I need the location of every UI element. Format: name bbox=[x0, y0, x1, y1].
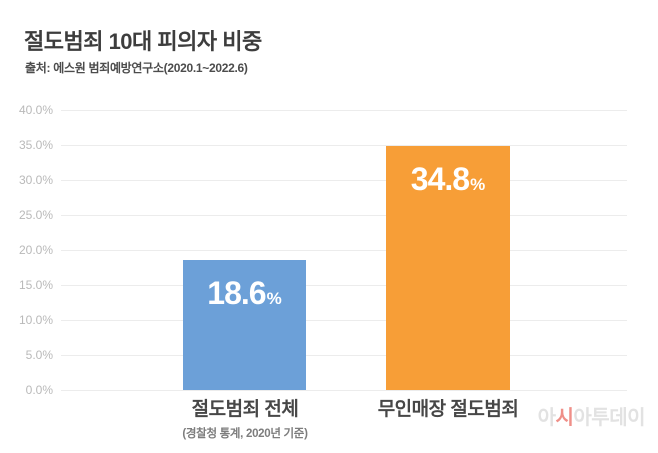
category-label: 절도범죄 전체 bbox=[191, 399, 299, 420]
watermark-text: 아투데이 bbox=[573, 407, 645, 429]
gridline bbox=[61, 250, 627, 251]
y-axis-tick-label: 0.0% bbox=[25, 383, 53, 397]
gridline bbox=[61, 110, 627, 111]
bar-value-number: 18.6 bbox=[207, 275, 266, 311]
y-axis-tick-label: 20.0% bbox=[18, 243, 53, 257]
watermark-text: 아 bbox=[537, 407, 556, 429]
bar-value-number: 34.8 bbox=[410, 161, 470, 197]
category-label-unmanned-store-theft: 무인매장 절도범죄 bbox=[346, 394, 550, 421]
y-axis-tick-label: 25.0% bbox=[18, 208, 53, 222]
y-axis-tick-label: 30.0% bbox=[18, 173, 53, 187]
watermark-asiatoday-logo: 아시아투데이 bbox=[537, 401, 646, 430]
y-axis-tick-label: 15.0% bbox=[18, 278, 53, 292]
gridline bbox=[61, 390, 627, 391]
percent-sign: % bbox=[470, 175, 486, 194]
watermark-accent-text: 시 bbox=[555, 407, 574, 429]
y-axis-tick-label: 5.0% bbox=[25, 348, 53, 362]
category-subnote: (경찰청 통계, 2020년 기준) bbox=[182, 428, 308, 440]
bar-value-label: 18.6% bbox=[183, 260, 306, 312]
bar-theft-overall: 18.6% bbox=[183, 260, 306, 390]
category-label: 무인매장 절도범죄 bbox=[377, 399, 519, 420]
gridline bbox=[61, 320, 627, 321]
category-label-theft-overall: 절도범죄 전체 (경찰청 통계, 2020년 기준) bbox=[143, 394, 347, 441]
gridline bbox=[61, 215, 627, 216]
gridline bbox=[61, 145, 627, 146]
y-axis-tick-label: 40.0% bbox=[18, 103, 53, 117]
chart-title: 절도범죄 10대 피의자 비중 bbox=[24, 29, 262, 54]
y-axis-tick-label: 10.0% bbox=[18, 313, 53, 327]
y-axis-tick-label: 35.0% bbox=[18, 138, 53, 152]
gridline bbox=[61, 180, 627, 181]
gridline bbox=[61, 355, 627, 356]
bar-value-label: 34.8% bbox=[386, 146, 510, 198]
gridline bbox=[61, 285, 627, 286]
percent-sign: % bbox=[266, 289, 282, 308]
bar-unmanned-store-theft: 34.8% bbox=[386, 146, 510, 390]
chart-source-note: 출처: 에스원 범죄예방연구소(2020.1~2022.6) bbox=[25, 61, 248, 75]
